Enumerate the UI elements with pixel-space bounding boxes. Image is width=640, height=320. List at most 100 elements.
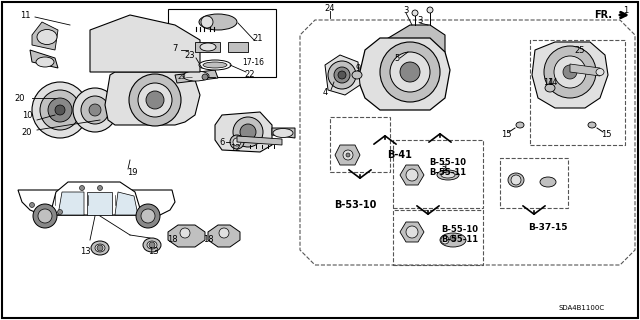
Polygon shape: [237, 136, 282, 145]
Circle shape: [406, 226, 418, 238]
Text: 20: 20: [22, 127, 32, 137]
Polygon shape: [195, 42, 220, 52]
Text: 3: 3: [403, 5, 409, 14]
Ellipse shape: [352, 71, 362, 79]
Polygon shape: [50, 182, 142, 215]
Ellipse shape: [596, 68, 604, 76]
Circle shape: [511, 175, 521, 185]
Circle shape: [81, 96, 109, 124]
Text: 25: 25: [575, 45, 585, 54]
Text: 2: 2: [442, 165, 447, 174]
Polygon shape: [208, 225, 240, 247]
Ellipse shape: [37, 29, 57, 44]
Text: 21: 21: [253, 34, 263, 43]
Circle shape: [219, 228, 229, 238]
Text: 18: 18: [203, 236, 213, 244]
Circle shape: [38, 209, 52, 223]
Text: 5: 5: [394, 53, 399, 62]
Circle shape: [240, 124, 256, 140]
Circle shape: [328, 61, 356, 89]
Circle shape: [48, 98, 72, 122]
Circle shape: [32, 82, 88, 138]
Polygon shape: [87, 192, 112, 215]
Text: 19: 19: [127, 167, 137, 177]
Circle shape: [89, 104, 101, 116]
Circle shape: [334, 67, 350, 83]
Text: 20: 20: [15, 93, 25, 102]
Circle shape: [29, 203, 35, 207]
Text: 23: 23: [185, 51, 195, 60]
Circle shape: [73, 88, 117, 132]
Polygon shape: [175, 70, 218, 83]
Circle shape: [450, 235, 456, 241]
Circle shape: [149, 242, 155, 248]
Circle shape: [412, 10, 418, 16]
Polygon shape: [18, 190, 175, 215]
Polygon shape: [325, 55, 360, 95]
Text: B-55-10: B-55-10: [429, 157, 467, 166]
Circle shape: [233, 138, 241, 146]
Polygon shape: [385, 25, 445, 58]
Polygon shape: [400, 222, 424, 242]
Text: B-55-10: B-55-10: [442, 226, 479, 235]
Ellipse shape: [545, 84, 555, 92]
Polygon shape: [90, 15, 200, 72]
Text: 11: 11: [20, 11, 30, 20]
Bar: [500, 158, 568, 208]
Circle shape: [40, 90, 80, 130]
Circle shape: [79, 186, 84, 190]
Text: 14: 14: [547, 77, 557, 86]
Circle shape: [202, 74, 208, 80]
Text: 4: 4: [323, 87, 328, 97]
Circle shape: [233, 117, 263, 147]
Circle shape: [146, 91, 164, 109]
Text: SDA4B1100C: SDA4B1100C: [559, 305, 605, 311]
Text: 13: 13: [80, 247, 90, 257]
Circle shape: [141, 209, 155, 223]
Polygon shape: [532, 42, 608, 108]
Circle shape: [129, 74, 181, 126]
Ellipse shape: [201, 16, 213, 28]
Circle shape: [554, 56, 586, 88]
Text: B-55-11: B-55-11: [442, 236, 479, 244]
Polygon shape: [115, 192, 138, 215]
Ellipse shape: [437, 170, 459, 180]
Ellipse shape: [203, 62, 227, 68]
Text: 18: 18: [166, 236, 177, 244]
Ellipse shape: [143, 238, 161, 252]
Text: 10: 10: [22, 110, 32, 119]
Text: 15: 15: [601, 130, 611, 139]
Text: B-37-15: B-37-15: [528, 223, 568, 233]
Circle shape: [97, 186, 102, 190]
Polygon shape: [30, 50, 58, 68]
Text: 6: 6: [220, 138, 225, 147]
Bar: [393, 210, 483, 265]
Polygon shape: [58, 192, 84, 215]
Ellipse shape: [588, 122, 596, 128]
Circle shape: [230, 135, 244, 149]
Ellipse shape: [411, 48, 429, 56]
Bar: [168, 9, 276, 77]
Circle shape: [406, 169, 418, 181]
Polygon shape: [570, 64, 600, 76]
Text: B-55-11: B-55-11: [429, 167, 467, 177]
Polygon shape: [228, 42, 248, 52]
Ellipse shape: [200, 43, 216, 51]
Ellipse shape: [440, 233, 466, 247]
Circle shape: [55, 105, 65, 115]
Circle shape: [180, 228, 190, 238]
Text: 17-16: 17-16: [242, 58, 264, 67]
Ellipse shape: [441, 172, 455, 178]
Circle shape: [563, 65, 577, 79]
Bar: [530, 40, 625, 145]
Ellipse shape: [199, 14, 237, 30]
Circle shape: [400, 62, 420, 82]
Polygon shape: [272, 128, 295, 138]
Polygon shape: [32, 22, 58, 50]
Polygon shape: [358, 38, 450, 110]
Polygon shape: [168, 225, 205, 247]
Circle shape: [33, 204, 57, 228]
Text: 22: 22: [244, 69, 255, 78]
Circle shape: [136, 204, 160, 228]
Text: 23—: 23—: [177, 74, 193, 80]
